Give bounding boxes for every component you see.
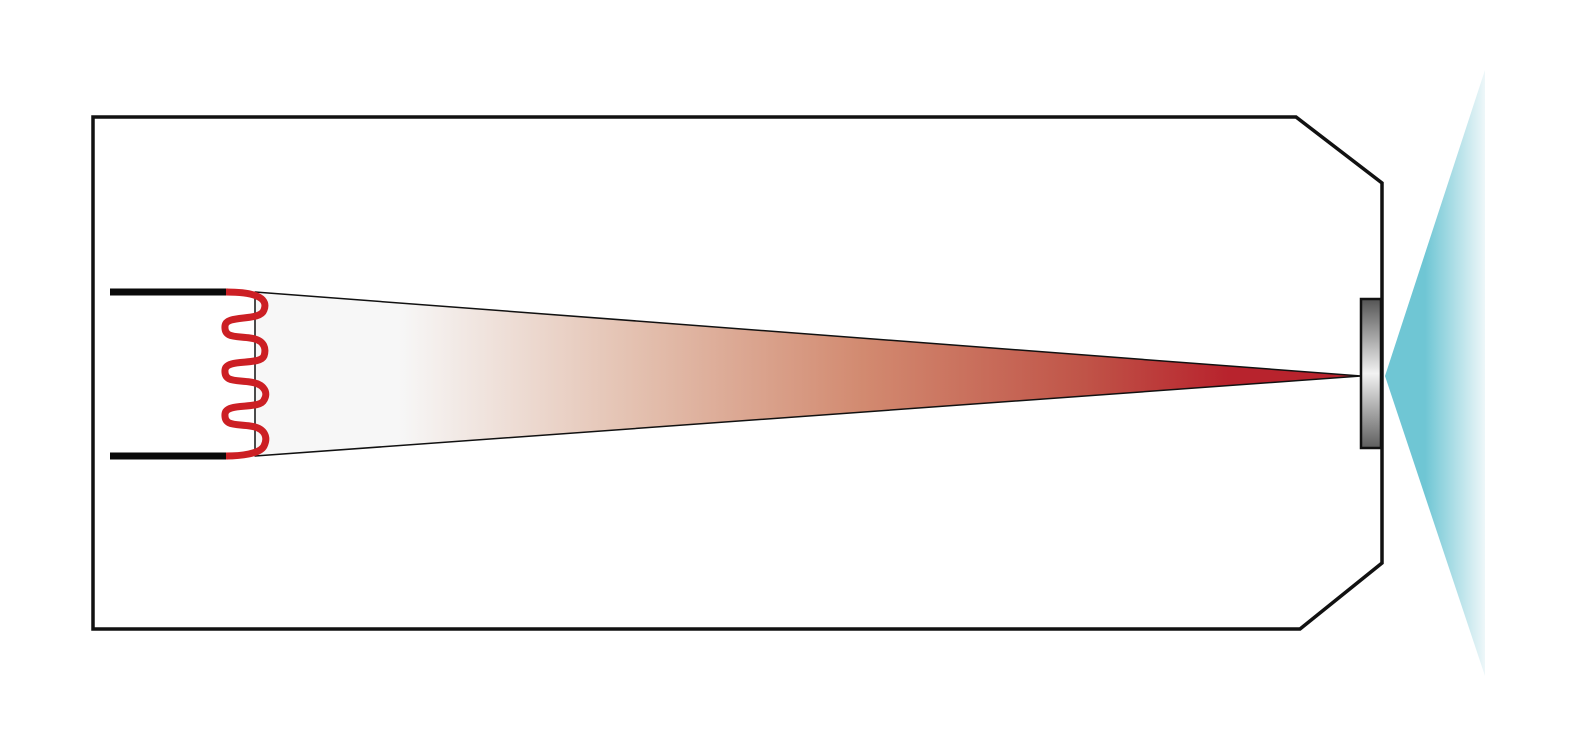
cathode-leads bbox=[110, 288, 228, 460]
electron-beam bbox=[254, 291, 1362, 457]
tube-housing bbox=[91, 115, 1384, 631]
emitted-radiation-cone bbox=[1385, 70, 1485, 676]
anode-window bbox=[1359, 297, 1383, 450]
filament-coil bbox=[221, 288, 270, 460]
